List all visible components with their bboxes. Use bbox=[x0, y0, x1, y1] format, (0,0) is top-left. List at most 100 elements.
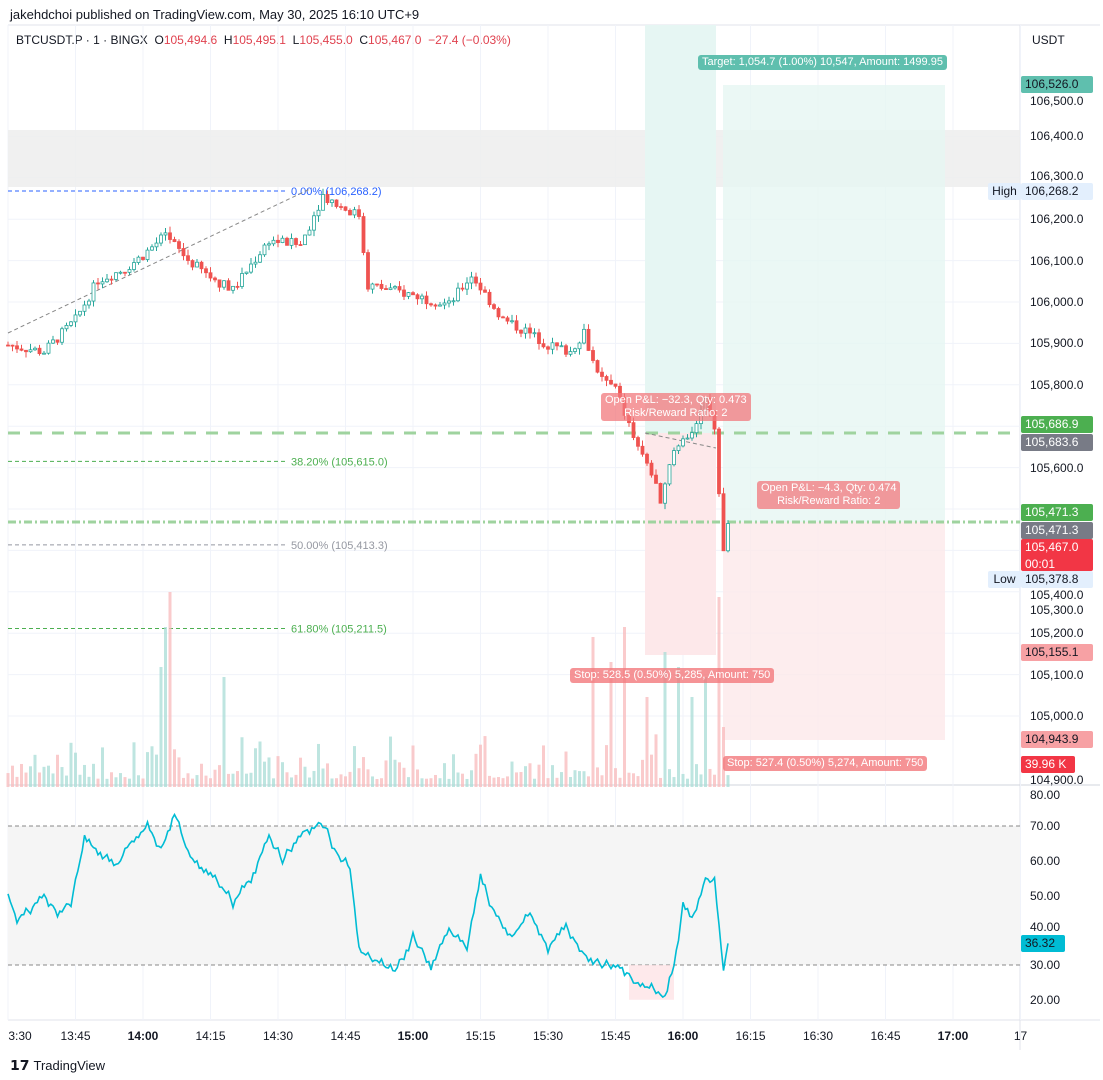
position1-stop-label[interactable]: Stop: 528.5 (0.50%) 5,285, Amount: 750 bbox=[570, 668, 775, 683]
position2-stop-label[interactable]: Stop: 527.4 (0.50%) 5,274, Amount: 750 bbox=[723, 756, 928, 771]
price-tick: 105,300.0 bbox=[1030, 602, 1084, 617]
candle-body bbox=[285, 237, 289, 246]
position2-target-label[interactable]: Target: 1,054.7 (1.00%) 10,547, Amount: … bbox=[698, 55, 947, 70]
candle-body bbox=[388, 287, 393, 290]
candle-body bbox=[334, 199, 339, 207]
price-label-text: 105,378.8 bbox=[1025, 571, 1079, 586]
volume-bar bbox=[326, 763, 329, 787]
candle-body bbox=[321, 194, 325, 211]
volume-bar bbox=[51, 773, 55, 787]
price-tick: 106,300.0 bbox=[1030, 168, 1084, 183]
rsi-tick: 60.00 bbox=[1030, 853, 1061, 868]
volume-bar bbox=[425, 778, 428, 787]
volume-bar bbox=[537, 764, 541, 787]
time-tick: 13:45 bbox=[60, 1029, 91, 1043]
candle-body bbox=[510, 320, 514, 323]
position2-pnl-label[interactable]: Open P&L: −4.3, Qty: 0.474 Risk/Reward Ra… bbox=[757, 481, 901, 509]
candle-body bbox=[114, 272, 118, 280]
position1-pnl-label[interactable]: Open P&L: −32.3, Qty: 0.473 Risk/Reward R… bbox=[601, 393, 751, 421]
time-tick: 14:45 bbox=[330, 1029, 361, 1043]
volume-bar bbox=[24, 772, 28, 787]
volume-bar bbox=[159, 667, 163, 787]
candle-body bbox=[163, 232, 168, 236]
candle-body bbox=[78, 310, 82, 316]
pnl-text: Risk/Reward Ratio: 2 bbox=[624, 407, 728, 419]
brand-name: TradingView bbox=[33, 1058, 106, 1073]
volume-bar bbox=[407, 777, 410, 787]
volume-bar bbox=[456, 772, 460, 787]
volume-bar bbox=[267, 757, 271, 787]
candle-body bbox=[600, 371, 604, 377]
volume-bar bbox=[150, 746, 154, 787]
volume-bar bbox=[114, 777, 118, 787]
volume-bar bbox=[384, 760, 388, 787]
volume-bar bbox=[632, 773, 635, 787]
volume-bar bbox=[362, 757, 365, 787]
volume-bar bbox=[110, 772, 113, 787]
volume-bar bbox=[506, 776, 509, 787]
symbol[interactable]: BTCUSDT.P · 1 · BINGX bbox=[16, 33, 148, 47]
position1-stop-zone bbox=[645, 433, 716, 655]
candle-body bbox=[267, 243, 271, 246]
volume-bar bbox=[65, 775, 68, 787]
volume-bar bbox=[641, 759, 644, 787]
candle-body bbox=[672, 450, 676, 466]
currency-selector[interactable]: USDT bbox=[1032, 33, 1065, 47]
candle-body bbox=[190, 260, 195, 268]
rsi-tick: 30.00 bbox=[1030, 958, 1061, 972]
position1-target-zone bbox=[645, 25, 716, 433]
candle-body bbox=[159, 234, 163, 244]
time-tick: 3:30 bbox=[8, 1029, 32, 1043]
price-tick: 106,400.0 bbox=[1030, 129, 1084, 144]
price-tick: 105,900.0 bbox=[1030, 336, 1084, 351]
open-value: 105,494.6 bbox=[163, 33, 218, 47]
volume-bar bbox=[650, 754, 653, 787]
tv-logo-icon: 𝟭𝟳 bbox=[10, 1057, 30, 1073]
volume-bar bbox=[254, 748, 257, 787]
volume-bar bbox=[105, 778, 109, 787]
candle-body bbox=[370, 283, 375, 290]
change-value: −27.4 (−0.03%) bbox=[428, 33, 511, 47]
ohlc-legend: BTCUSDT.P · 1 · BINGX O105,494.6 H105,49… bbox=[16, 33, 511, 47]
volume-bar bbox=[542, 745, 545, 787]
candle-body bbox=[433, 304, 438, 307]
time-tick: 15:30 bbox=[532, 1029, 564, 1043]
candle-body bbox=[451, 300, 456, 303]
volume-bar bbox=[29, 766, 32, 787]
volume-bar bbox=[11, 765, 14, 787]
volume-bar bbox=[20, 763, 23, 787]
time-tick: 17:00 bbox=[937, 1029, 969, 1043]
volume-bar bbox=[416, 769, 419, 787]
candle-body bbox=[253, 261, 258, 265]
volume-bar bbox=[398, 762, 401, 787]
candle-body bbox=[330, 199, 334, 204]
candle-body bbox=[721, 493, 726, 552]
volume-bar bbox=[330, 778, 334, 787]
price-tick: 105,800.0 bbox=[1030, 377, 1084, 392]
high-label: H bbox=[223, 33, 233, 47]
candle-body bbox=[348, 209, 352, 216]
volume-bar bbox=[564, 751, 568, 787]
candle-body bbox=[456, 287, 460, 302]
volume-bar bbox=[285, 772, 289, 787]
volume-bar bbox=[605, 745, 608, 787]
volume-bar bbox=[339, 774, 343, 787]
volume-bar bbox=[492, 777, 496, 787]
price-tick: 105,200.0 bbox=[1030, 626, 1084, 641]
candle-body bbox=[100, 281, 105, 285]
volume-bar bbox=[56, 754, 59, 787]
volume-bar bbox=[348, 771, 352, 787]
volume-bar bbox=[659, 777, 662, 787]
candle-body bbox=[514, 320, 519, 331]
volume-bar bbox=[317, 743, 320, 787]
volume-bar bbox=[461, 773, 464, 787]
rsi-band bbox=[8, 826, 1020, 965]
price-label-text: 106,268.2 bbox=[1025, 183, 1079, 198]
volume-bar bbox=[434, 774, 437, 787]
volume-bar bbox=[191, 778, 194, 787]
tradingview-logo[interactable]: 𝟭𝟳 TradingView bbox=[10, 1057, 105, 1074]
candle-body bbox=[667, 464, 672, 485]
volume-bar bbox=[344, 776, 347, 787]
publisher-line: jakehdchoi published on TradingView.com,… bbox=[10, 7, 420, 22]
